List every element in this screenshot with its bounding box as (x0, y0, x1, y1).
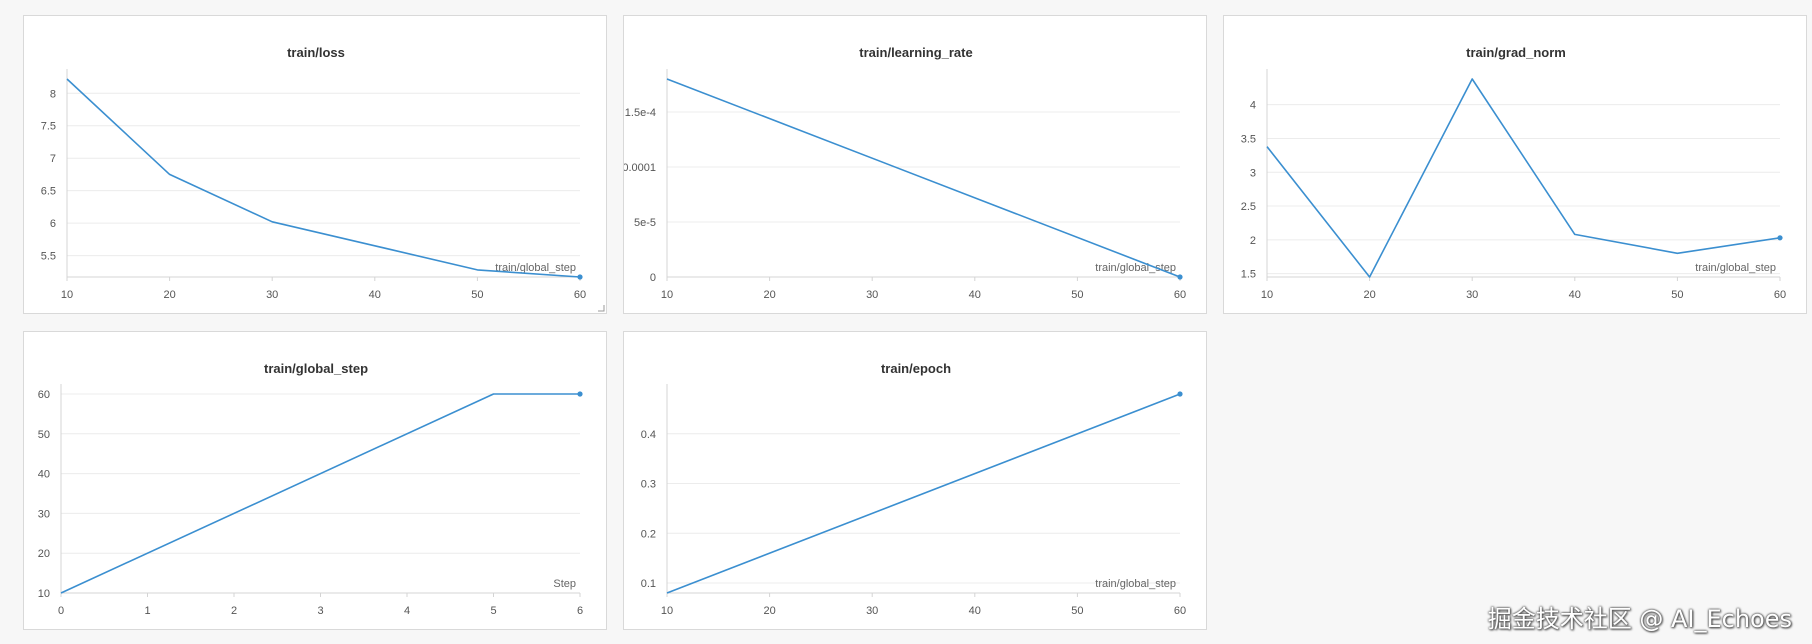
y-tick-label: 0.3 (641, 479, 656, 491)
y-tick-label: 7.5 (41, 121, 56, 133)
x-axis-title: train/global_step (1095, 578, 1176, 590)
chart-title: train/learning_rate (859, 45, 972, 60)
x-tick-label: 40 (969, 289, 981, 301)
series-line (666, 78, 1181, 278)
y-tick-label: 2.5 (1241, 201, 1256, 213)
x-axis-title: Step (553, 578, 576, 590)
x-tick-label: 60 (1774, 289, 1786, 301)
x-tick-label: 50 (1071, 605, 1083, 617)
series-line (66, 78, 581, 278)
chart-title: train/grad_norm (1466, 45, 1566, 60)
x-axis-title: train/global_step (1695, 262, 1776, 274)
y-tick-label: 6 (50, 218, 56, 230)
x-tick-label: 30 (866, 605, 878, 617)
series-line (1266, 78, 1781, 278)
y-tick-label: 0 (650, 272, 656, 284)
x-tick-label: 2 (231, 605, 237, 617)
y-tick-label: 50 (38, 429, 50, 441)
x-axis-title: train/global_step (1095, 262, 1176, 274)
chart-svg: train/global_step 10 20 30 40 50 60 0 1 2 3 4 5 6 Step (38, 361, 583, 617)
chart-panel-train-learning-rate[interactable]: train/learning_rate 0 5e-5 0.0001 1.5e-4 10 20… (623, 15, 1207, 314)
x-tick-label: 60 (574, 289, 586, 301)
y-tick-label: 1.5e-4 (625, 107, 656, 119)
chart-title: train/epoch (881, 361, 951, 376)
series-last-point[interactable] (1177, 391, 1183, 397)
x-tick-label: 60 (1174, 289, 1186, 301)
y-tick-label: 0.4 (641, 429, 656, 441)
y-tick-label: 6.5 (41, 186, 56, 198)
x-tick-label: 30 (1466, 289, 1478, 301)
series-line (666, 393, 1181, 594)
x-tick-label: 4 (404, 605, 410, 617)
series-line (60, 393, 580, 594)
x-tick-label: 50 (1671, 289, 1683, 301)
x-tick-label: 6 (577, 605, 583, 617)
y-tick-label: 30 (38, 508, 50, 520)
chart-panel-train-loss[interactable]: train/loss 5.5 6 6.5 7 7.5 8 10 20 30 40 50 60 train/… (23, 15, 607, 314)
y-tick-label: 0.0001 (624, 162, 656, 174)
resize-handle-icon[interactable] (598, 305, 605, 312)
y-tick-label: 7 (50, 153, 56, 165)
chart-panel-train-grad-norm[interactable]: train/grad_norm 1.5 2 2.5 3 3.5 4 10 20 30 40 50 60 t… (1223, 15, 1807, 314)
y-tick-label: 3 (1250, 167, 1256, 179)
y-tick-label: 2 (1250, 235, 1256, 247)
chart-svg: train/grad_norm 1.5 2 2.5 3 3.5 4 10 20 30 40 50 60 t… (1241, 45, 1786, 301)
y-tick-label: 60 (38, 389, 50, 401)
y-tick-label: 10 (38, 588, 50, 600)
x-tick-label: 10 (1261, 289, 1273, 301)
chart-title: train/global_step (264, 361, 368, 376)
x-tick-label: 10 (661, 289, 673, 301)
chart-svg: train/epoch 0.1 0.2 0.3 0.4 10 20 30 40 50 60 train… (641, 361, 1186, 617)
y-tick-label: 5.5 (41, 251, 56, 263)
y-tick-label: 8 (50, 88, 56, 100)
y-tick-label: 3.5 (1241, 133, 1256, 145)
x-tick-label: 0 (58, 605, 64, 617)
x-tick-label: 20 (763, 289, 775, 301)
y-tick-label: 40 (38, 469, 50, 481)
x-tick-label: 5 (490, 605, 496, 617)
x-tick-label: 50 (1071, 289, 1083, 301)
y-tick-label: 20 (38, 548, 50, 560)
x-tick-label: 10 (661, 605, 673, 617)
x-tick-label: 40 (969, 605, 981, 617)
y-tick-label: 0.1 (641, 578, 656, 590)
x-tick-label: 20 (163, 289, 175, 301)
chart-svg: train/learning_rate 0 5e-5 0.0001 1.5e-4 10 20… (624, 45, 1186, 301)
x-tick-label: 10 (61, 289, 73, 301)
series-last-point[interactable] (577, 274, 583, 280)
x-tick-label: 40 (369, 289, 381, 301)
x-tick-label: 3 (317, 605, 323, 617)
y-tick-label: 4 (1250, 100, 1256, 112)
x-axis-title: train/global_step (495, 262, 576, 274)
chart-panel-train-epoch[interactable]: train/epoch 0.1 0.2 0.3 0.4 10 20 30 40 50 60 train… (623, 331, 1207, 630)
x-tick-label: 20 (1363, 289, 1375, 301)
x-tick-label: 50 (471, 289, 483, 301)
x-tick-label: 30 (866, 289, 878, 301)
watermark-text: 掘金技术社区 @ AI_Echoes (1487, 605, 1792, 633)
x-tick-label: 40 (1569, 289, 1581, 301)
y-tick-label: 1.5 (1241, 269, 1256, 281)
chart-svg: train/loss 5.5 6 6.5 7 7.5 8 10 20 30 40 50 60 train/… (41, 45, 605, 312)
x-tick-label: 1 (144, 605, 150, 617)
chart-title: train/loss (287, 45, 345, 60)
series-last-point[interactable] (1177, 274, 1183, 280)
x-tick-label: 30 (266, 289, 278, 301)
y-tick-label: 5e-5 (634, 217, 656, 229)
series-last-point[interactable] (1777, 235, 1783, 241)
x-tick-label: 60 (1174, 605, 1186, 617)
series-last-point[interactable] (577, 391, 583, 397)
chart-panel-train-global-step[interactable]: train/global_step 10 20 30 40 50 60 0 1 2 3 4 5 6 Step (23, 331, 607, 630)
x-tick-label: 20 (763, 605, 775, 617)
y-tick-label: 0.2 (641, 528, 656, 540)
